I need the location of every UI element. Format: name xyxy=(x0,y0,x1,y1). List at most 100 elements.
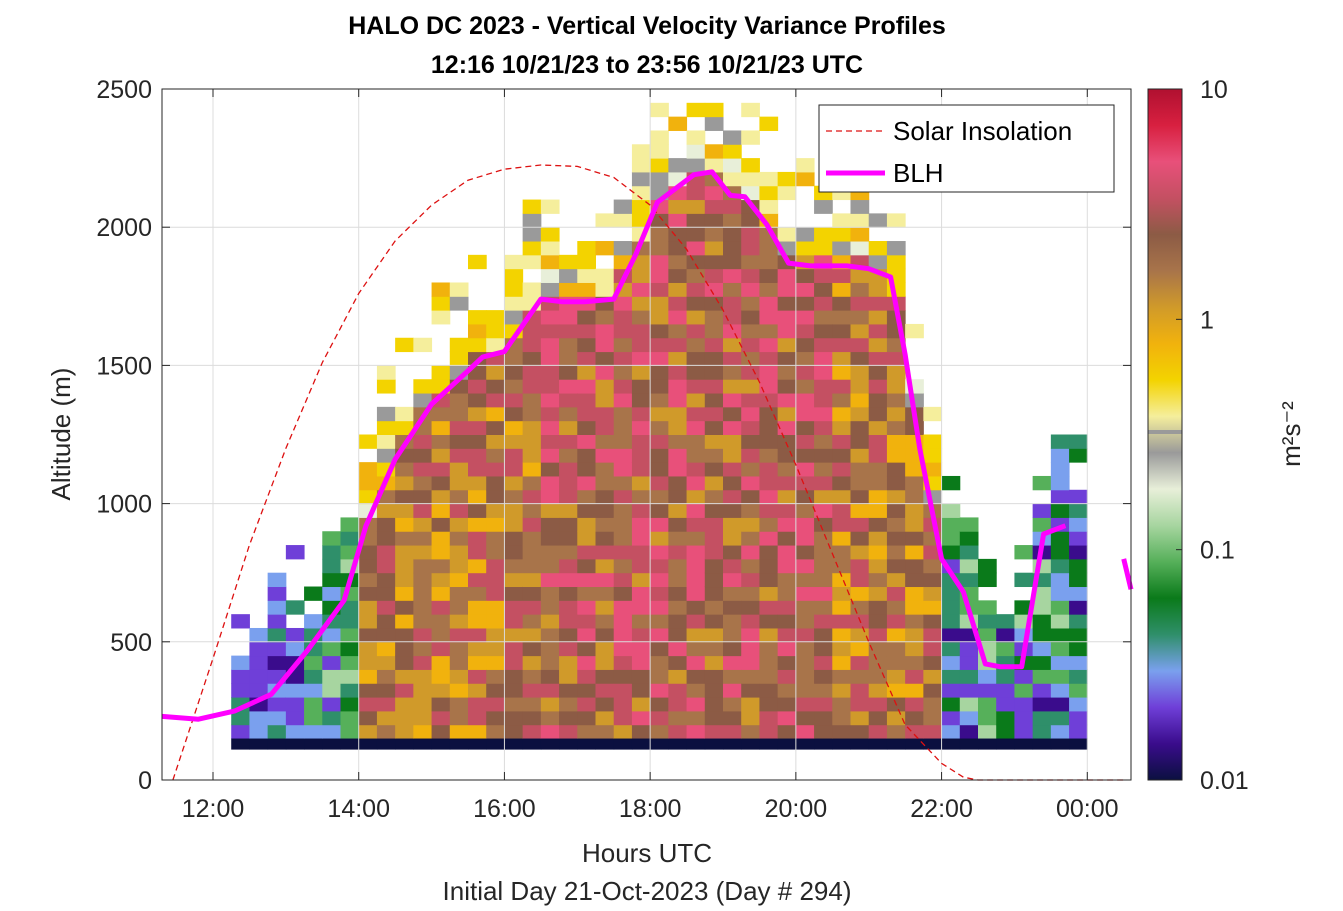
heatmap-cell xyxy=(231,710,250,726)
heatmap-cell xyxy=(285,627,305,643)
heatmap-cell xyxy=(996,627,1015,643)
heatmap-cell xyxy=(814,282,833,297)
heatmap-cell xyxy=(868,572,888,588)
heatmap-cell xyxy=(522,462,542,477)
heatmap-cell xyxy=(795,323,815,339)
heatmap-cell xyxy=(613,462,633,477)
heatmap-cell xyxy=(686,420,706,435)
heatmap-cell xyxy=(723,600,742,615)
heatmap-cell xyxy=(358,697,378,712)
heatmap-cell xyxy=(468,517,487,532)
heatmap-cell xyxy=(668,420,688,435)
heatmap-cell xyxy=(850,406,870,422)
heatmap-cell xyxy=(540,448,560,463)
heatmap-cell xyxy=(704,531,724,546)
colorbar-tick-label: 0.1 xyxy=(1200,537,1235,565)
heatmap-cell xyxy=(249,627,269,643)
heatmap-cell xyxy=(486,572,505,588)
heatmap-cell xyxy=(577,683,596,698)
x-axis: 12:00 14:00 16:00 18:00 20:00 22:00 00:00 xyxy=(182,89,1119,823)
heatmap-cell xyxy=(814,489,833,505)
heatmap-cell xyxy=(631,254,651,270)
heatmap-cell xyxy=(868,282,888,297)
heatmap-cell xyxy=(577,337,596,353)
heatmap-cell xyxy=(376,655,396,670)
heatmap-cell xyxy=(923,448,943,463)
heatmap-cell xyxy=(1050,669,1070,684)
heatmap-cell xyxy=(923,586,943,601)
heatmap-cell xyxy=(540,697,560,712)
heatmap-cell xyxy=(504,365,524,380)
heatmap-cell xyxy=(431,282,451,297)
heatmap-cell xyxy=(559,627,578,643)
heatmap-cell xyxy=(741,365,760,380)
heatmap-cell xyxy=(595,669,615,684)
heatmap-cell xyxy=(941,641,961,657)
heatmap-cell xyxy=(650,393,669,408)
heatmap-cell xyxy=(941,586,961,601)
y-tick-label: 2000 xyxy=(96,214,152,242)
heatmap-cell xyxy=(449,627,469,643)
heatmap-cell xyxy=(613,213,633,228)
heatmap-cell xyxy=(522,420,542,435)
heatmap-cell xyxy=(631,710,651,726)
heatmap-cell xyxy=(449,600,469,615)
heatmap-cell xyxy=(723,241,742,256)
heatmap-cell xyxy=(340,600,360,615)
heatmap-cell xyxy=(522,434,542,449)
heatmap-cell xyxy=(686,503,706,518)
heatmap-cell xyxy=(978,683,997,698)
heatmap-cell xyxy=(759,282,779,297)
heatmap-cell xyxy=(832,669,851,684)
heatmap-cell xyxy=(668,545,688,560)
heatmap-cell xyxy=(486,655,505,670)
heatmap-cell xyxy=(468,337,487,353)
heatmap-cell xyxy=(631,434,651,449)
heatmap-cell xyxy=(613,503,633,518)
heatmap-cell xyxy=(613,517,633,532)
heatmap-cell xyxy=(686,379,706,394)
heatmap-cell xyxy=(1014,572,1034,588)
heatmap-cell xyxy=(376,365,396,380)
heatmap-cell xyxy=(868,641,888,657)
heatmap-cell xyxy=(613,393,633,408)
heatmap-cell xyxy=(777,614,797,629)
heatmap-cell xyxy=(504,669,524,684)
heatmap-cell xyxy=(449,434,469,449)
heatmap-cell xyxy=(1050,614,1070,629)
heatmap-cell xyxy=(449,462,469,477)
heatmap-cell xyxy=(795,697,815,712)
heatmap-cell xyxy=(814,572,833,588)
heatmap-cell xyxy=(759,365,779,380)
heatmap-cell xyxy=(267,572,287,588)
heatmap-cell xyxy=(777,531,797,546)
heatmap-cell xyxy=(850,199,870,214)
heatmap-cell xyxy=(1069,627,1088,643)
colorbar-ticks: 0.01 0.1 1 10 xyxy=(1176,76,1249,795)
heatmap-cell xyxy=(540,655,560,670)
heatmap-cell xyxy=(777,558,797,574)
heatmap-cell xyxy=(559,697,578,712)
heatmap-cell xyxy=(468,641,487,657)
heatmap-cell xyxy=(522,669,542,684)
heatmap-cell xyxy=(540,531,560,546)
heatmap-cell xyxy=(868,462,888,477)
heatmap-cell xyxy=(376,572,396,588)
heatmap-cell xyxy=(431,724,451,740)
heatmap-cell xyxy=(704,185,724,201)
heatmap-cell xyxy=(777,296,797,311)
heatmap-cell xyxy=(886,475,906,491)
heatmap-cell xyxy=(759,614,779,629)
heatmap-cell xyxy=(577,627,596,643)
heatmap-cell xyxy=(868,448,888,463)
heatmap-cell xyxy=(759,268,779,283)
heatmap-cell xyxy=(1050,724,1070,740)
heatmap-cell xyxy=(668,393,688,408)
heatmap-cell xyxy=(759,558,779,574)
x-tick-label: 22:00 xyxy=(910,795,973,823)
heatmap-cell xyxy=(686,710,706,726)
heatmap-cell xyxy=(741,503,760,518)
heatmap-cell xyxy=(832,323,851,339)
heatmap-cell xyxy=(668,586,688,601)
heatmap-cell xyxy=(723,379,742,394)
